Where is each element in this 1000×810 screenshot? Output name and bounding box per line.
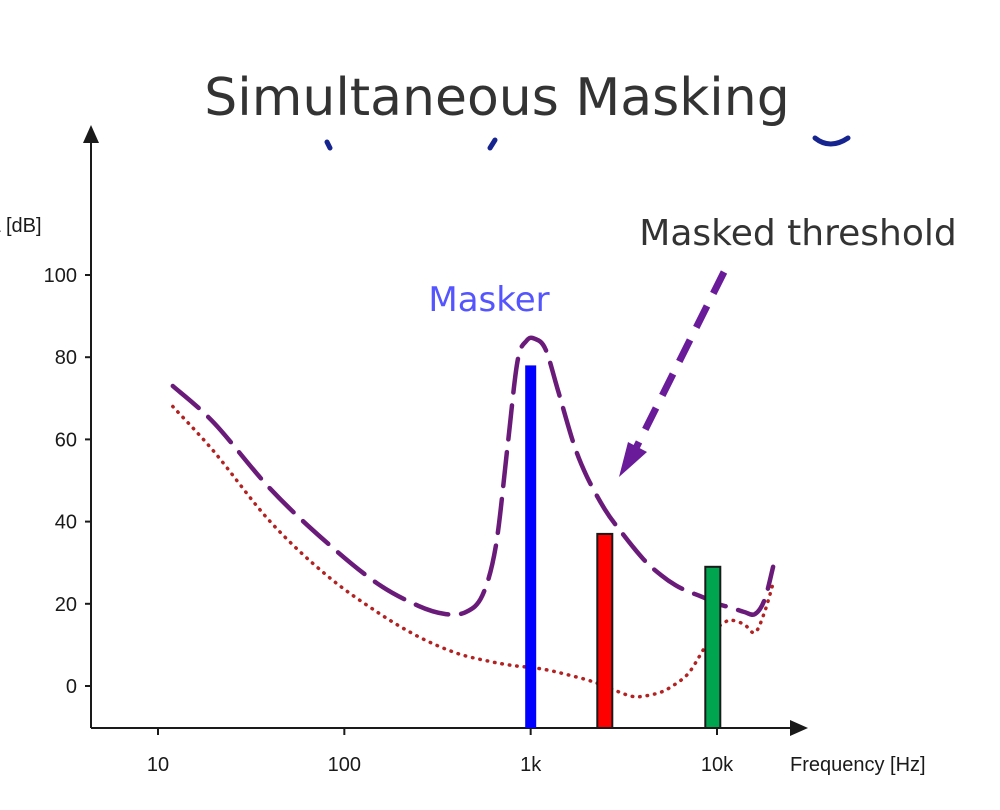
y-tick-label: 80 (55, 347, 77, 369)
y-tick-label: 0 (66, 676, 77, 698)
y-tick-label: 40 (55, 512, 77, 534)
y-tick-label: 100 (44, 265, 77, 287)
y-tick-label: 60 (55, 429, 77, 451)
y-axis-ticks: 0 20 40 60 80 100 (44, 265, 91, 698)
masked-threshold-arrow-shaft (632, 270, 728, 450)
masked-threshold-curve (170, 335, 776, 617)
x-axis-ticks: 10 100 1k 10k (147, 728, 734, 776)
x-tick-label: 1k (520, 754, 542, 776)
masked-threshold-label: Masked threshold (639, 213, 956, 254)
background-heading-fragment (324, 135, 851, 151)
threshold-in-quiet-curve (171, 404, 775, 699)
masked-threshold-arrow-head (619, 442, 647, 477)
y-axis-label: L [dB] (0, 215, 42, 237)
x-axis-label: Frequency [Hz] (790, 754, 926, 776)
x-tick-label: 100 (328, 754, 361, 776)
slide-title: Simultaneous Masking (204, 68, 789, 128)
x-tick-label: 10 (147, 754, 169, 776)
x-tick-label: 10k (701, 754, 734, 776)
masker-label: Masker (428, 280, 549, 320)
y-tick-label: 20 (55, 594, 77, 616)
masked-threshold-arrow (619, 270, 728, 477)
masked-tone-red-bar (596, 532, 614, 730)
bars-layer (525, 365, 722, 730)
tone-green-bar (704, 565, 722, 729)
series-layer (170, 335, 776, 699)
masker-bar (525, 365, 537, 728)
